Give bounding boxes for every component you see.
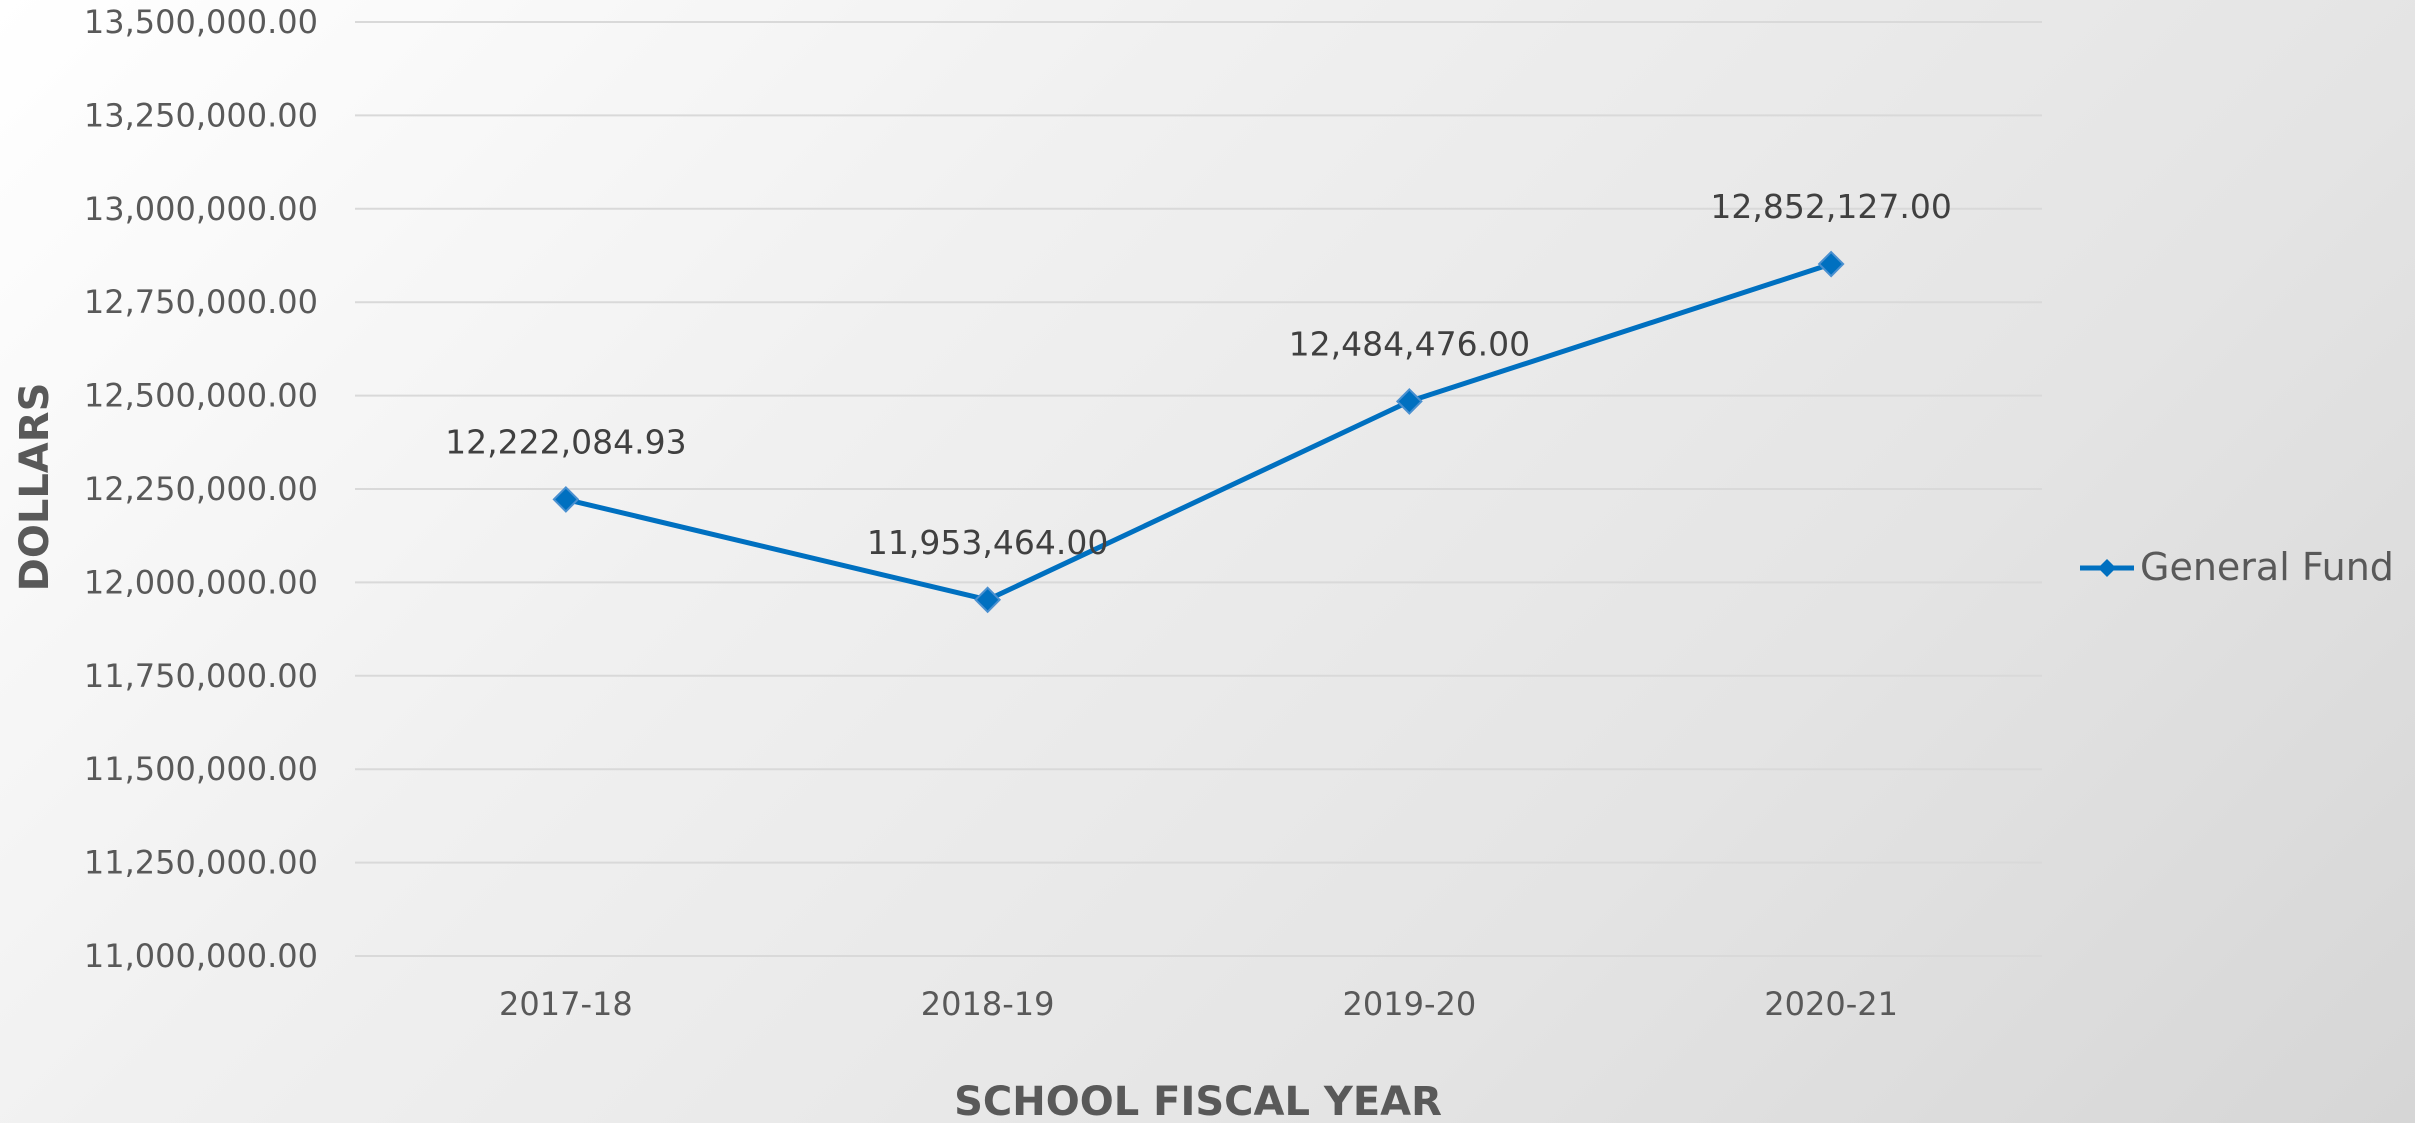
data-point-marker [552, 486, 580, 513]
data-label: 11,953,464.00 [867, 523, 1108, 562]
data-point-marker [974, 586, 1002, 614]
x-tick-label: 2019-20 [1343, 985, 1477, 1023]
data-labels: 12,222,084.93 11,953,464.00 12,484,476.00 1… [445, 187, 1952, 562]
y-tick-label: 11,250,000.00 [84, 844, 318, 882]
y-tick-label: 12,500,000.00 [84, 377, 318, 415]
gridlines [355, 21, 2042, 957]
x-axis-title: SCHOOL FISCAL YEAR [954, 1079, 1442, 1123]
y-tick-label: 12,250,000.00 [84, 470, 318, 508]
data-point-marker [1817, 250, 1845, 278]
legend-diamond-marker-icon [2098, 559, 2116, 577]
data-point-marker [1395, 387, 1423, 415]
y-tick-label: 13,500,000.00 [84, 3, 318, 41]
y-tick-label: 11,750,000.00 [84, 657, 318, 695]
y-tick-label: 11,500,000.00 [84, 750, 318, 788]
x-axis-ticks: 2017-18 2018-19 2019-20 2020-21 [499, 985, 1898, 1023]
y-axis-title: DOLLARS [12, 383, 58, 592]
y-axis-ticks: 11,000,000.00 11,250,000.00 11,500,000.00 1… [84, 3, 318, 975]
series-layer [552, 250, 1845, 614]
series-line [565, 261, 1832, 603]
x-tick-label: 2017-18 [499, 985, 633, 1023]
legend: General Fund [2080, 545, 2394, 589]
y-tick-label: 13,000,000.00 [84, 190, 318, 228]
y-tick-label: 12,750,000.00 [84, 283, 318, 321]
y-tick-label: 11,000,000.00 [84, 937, 318, 975]
data-label: 12,484,476.00 [1289, 324, 1530, 363]
y-tick-label: 12,000,000.00 [84, 563, 318, 601]
data-label: 12,852,127.00 [1710, 187, 1951, 226]
legend-series-name: General Fund [2140, 545, 2394, 589]
x-tick-label: 2018-19 [921, 985, 1055, 1023]
data-label: 12,222,084.93 [445, 422, 686, 461]
y-tick-label: 13,250,000.00 [84, 96, 318, 134]
x-tick-label: 2020-21 [1764, 985, 1898, 1023]
